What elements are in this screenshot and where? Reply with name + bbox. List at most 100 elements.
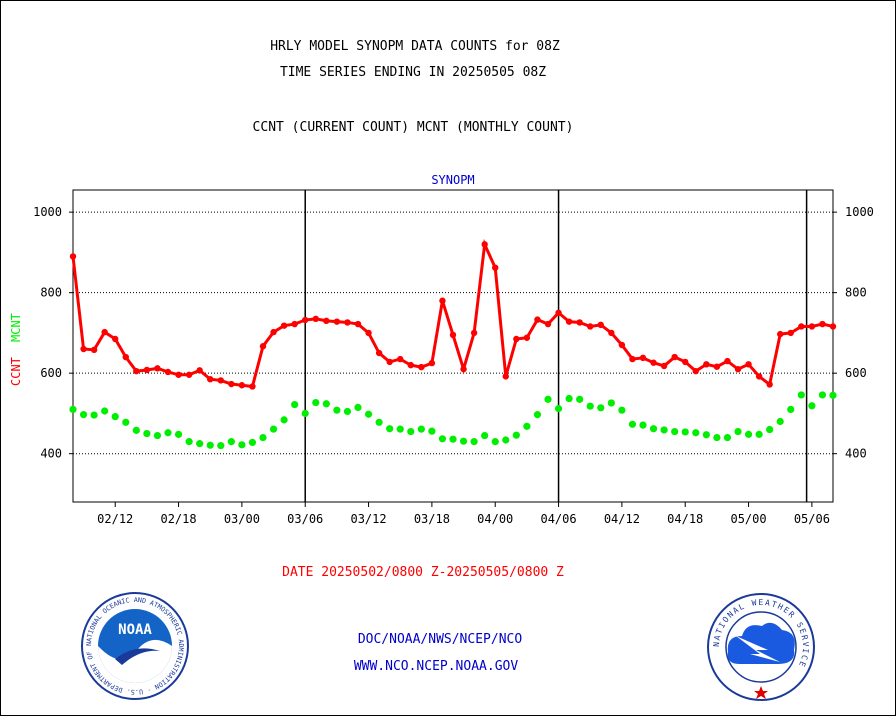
point-mcnt-32: [407, 427, 415, 436]
point-mcnt-6: [132, 426, 140, 434]
point-mcnt-21: [291, 400, 299, 409]
point-mcnt-37: [459, 437, 468, 445]
point-mcnt-59: [692, 429, 700, 437]
series-mcnt: [69, 391, 837, 450]
point-mcnt-27: [354, 403, 362, 411]
chart-subtitle: CCNT (CURRENT COUNT) MCNT (MONTHLY COUNT…: [252, 120, 574, 135]
point-mcnt-50: [597, 404, 605, 412]
point-mcnt-43: [523, 422, 531, 430]
point-ccnt-13: [207, 376, 214, 383]
point-ccnt-44: [534, 316, 541, 323]
point-mcnt-62: [723, 433, 732, 442]
point-ccnt-49: [587, 323, 594, 330]
point-ccnt-8: [154, 365, 161, 372]
point-mcnt-20: [280, 416, 288, 424]
point-ccnt-36: [449, 331, 457, 339]
point-ccnt-60: [703, 361, 710, 368]
point-ccnt-9: [164, 368, 172, 376]
x-tick-label-4: 03/12: [350, 512, 386, 526]
point-mcnt-10: [174, 430, 183, 438]
x-tick-label-8: 04/12: [604, 512, 640, 526]
point-mcnt-17: [248, 438, 257, 447]
date-range-label: DATE 20250502/0800 Z-20250505/0800 Z: [282, 565, 564, 580]
point-ccnt-62: [724, 357, 731, 365]
point-mcnt-49: [586, 402, 594, 410]
point-mcnt-2: [90, 411, 98, 419]
y-tick-label-right-400: 400: [845, 447, 867, 461]
point-mcnt-15: [227, 438, 235, 446]
point-mcnt-24: [322, 400, 330, 408]
point-ccnt-69: [798, 323, 805, 330]
point-mcnt-63: [734, 427, 742, 436]
point-mcnt-30: [386, 425, 394, 433]
point-mcnt-0: [69, 405, 77, 414]
point-ccnt-34: [428, 359, 436, 367]
point-mcnt-39: [481, 431, 489, 440]
point-ccnt-38: [470, 329, 478, 337]
website-label: WWW.NCO.NCEP.NOAA.GOV: [353, 659, 519, 674]
point-mcnt-51: [607, 399, 615, 407]
point-ccnt-40: [492, 264, 499, 271]
x-tick-label-7: 04/06: [540, 512, 576, 526]
point-mcnt-31: [396, 425, 404, 433]
point-mcnt-58: [681, 428, 689, 436]
point-ccnt-25: [333, 318, 341, 325]
point-mcnt-57: [671, 427, 679, 436]
point-ccnt-27: [354, 320, 362, 328]
y-tick-label-right-600: 600: [845, 366, 867, 380]
x-tick-label-1: 02/18: [160, 512, 196, 526]
point-ccnt-61: [713, 363, 721, 370]
point-mcnt-38: [470, 438, 478, 446]
point-ccnt-24: [323, 317, 330, 325]
point-ccnt-1: [80, 345, 87, 353]
point-ccnt-45: [544, 320, 552, 328]
point-mcnt-55: [649, 425, 658, 433]
point-mcnt-67: [776, 417, 784, 426]
x-tick-label-0: 02/12: [97, 512, 133, 526]
y-axis-label-ccnt: CCNT: [9, 357, 23, 386]
series-ccnt: [69, 238, 837, 390]
point-ccnt-21: [291, 320, 298, 328]
point-ccnt-72: [829, 323, 837, 330]
point-mcnt-61: [713, 433, 721, 442]
point-ccnt-42: [513, 335, 520, 343]
point-mcnt-5: [122, 418, 130, 426]
y-tick-label-left-400: 400: [40, 447, 62, 461]
y-tick-label-right-800: 800: [845, 286, 867, 300]
point-ccnt-47: [565, 318, 573, 325]
day-boundary-lines: [304, 190, 808, 502]
point-ccnt-17: [249, 383, 256, 390]
point-ccnt-32: [407, 361, 414, 369]
point-ccnt-58: [682, 358, 689, 366]
nws-logo: NATIONAL WEATHER SERVICE: [707, 593, 815, 701]
point-ccnt-54: [639, 354, 647, 362]
point-mcnt-44: [533, 411, 542, 419]
point-ccnt-0: [69, 253, 77, 260]
y-axis-left: 400 600 800 1000: [33, 205, 73, 461]
point-ccnt-50: [597, 321, 604, 329]
x-tick-label-5: 03/18: [414, 512, 450, 526]
point-mcnt-54: [639, 421, 647, 429]
chart-title-line1: HRLY MODEL SYNOPM DATA COUNTS for 08Z: [270, 39, 560, 54]
noaa-logo: NOAA NATIONAL OCEANIC AND ATMOSPHERIC AD…: [80, 591, 189, 700]
point-mcnt-11: [185, 438, 193, 446]
y-axis-right: 400 600 800 1000: [833, 205, 874, 461]
y-axis-label-mcnt: MCNT: [9, 313, 23, 342]
point-ccnt-46: [555, 309, 562, 316]
point-ccnt-7: [143, 366, 151, 374]
y-axis-label: CCNT MCNT: [9, 313, 23, 386]
point-mcnt-66: [766, 425, 774, 434]
point-mcnt-26: [343, 407, 352, 416]
point-mcnt-9: [164, 429, 172, 437]
point-mcnt-46: [554, 405, 563, 413]
point-ccnt-66: [766, 381, 773, 388]
point-ccnt-52: [618, 341, 626, 349]
point-ccnt-29: [375, 349, 383, 357]
point-ccnt-48: [576, 319, 583, 326]
point-mcnt-13: [206, 441, 214, 449]
point-ccnt-18: [259, 343, 267, 350]
point-mcnt-41: [502, 436, 510, 444]
point-mcnt-36: [449, 435, 457, 443]
point-ccnt-11: [185, 371, 193, 378]
